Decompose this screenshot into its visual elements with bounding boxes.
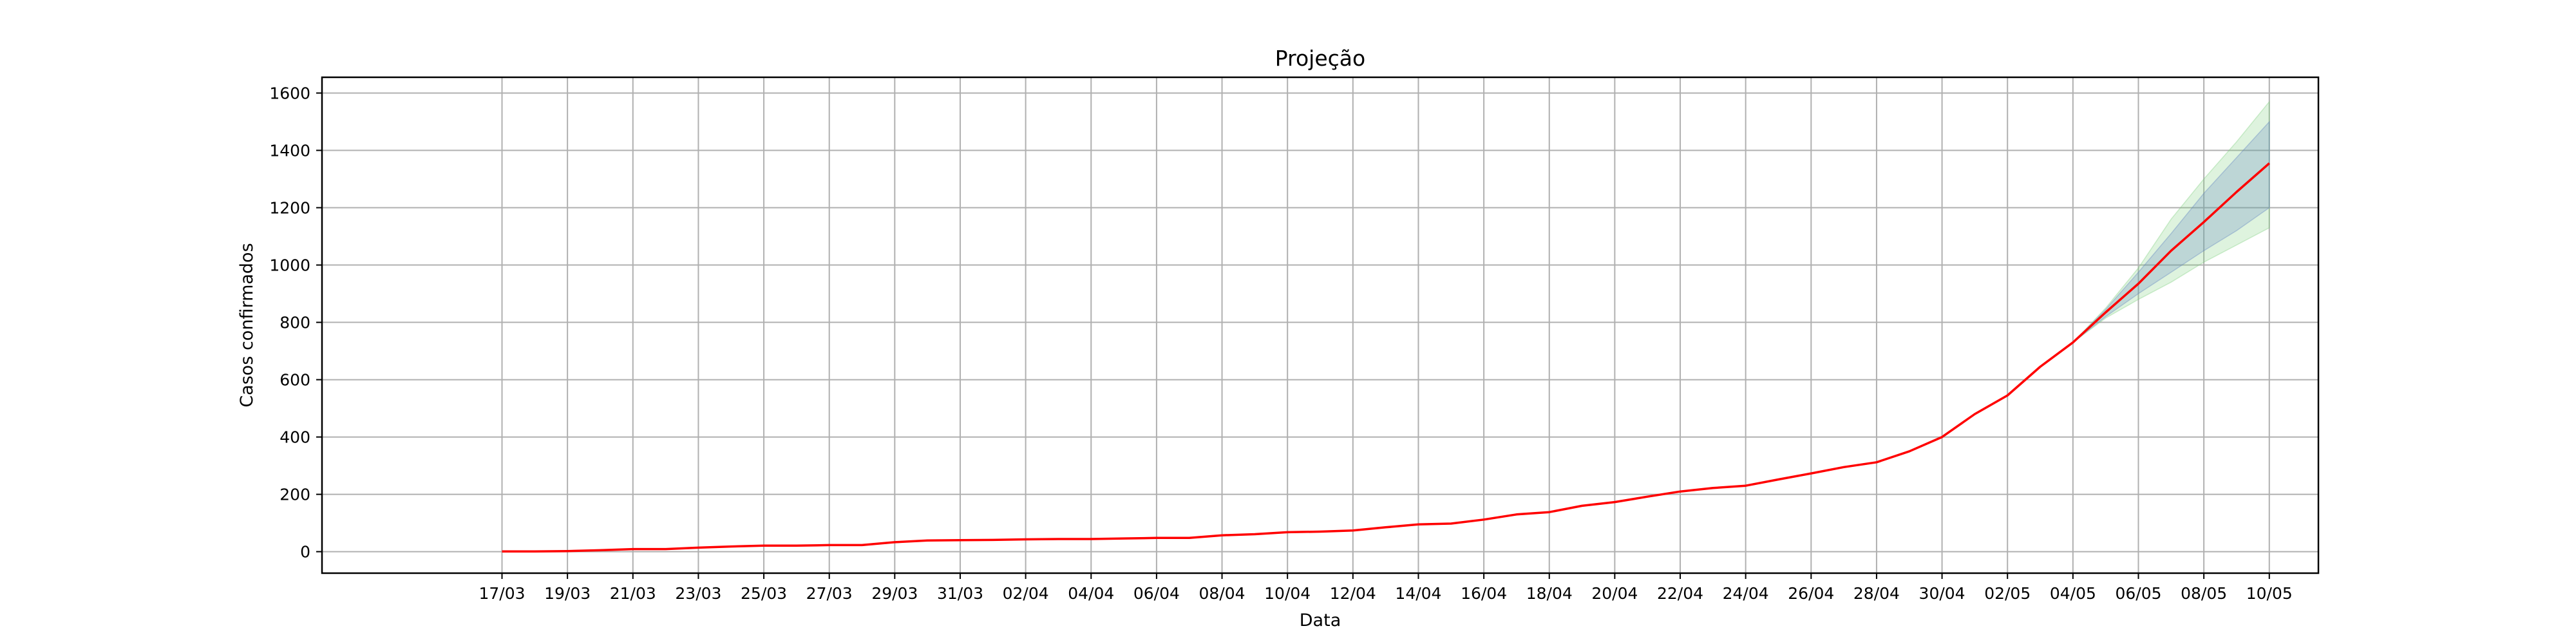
confidence-bands bbox=[2072, 100, 2270, 343]
x-tick-label: 18/04 bbox=[1526, 584, 1573, 603]
x-tick-label: 06/05 bbox=[2115, 584, 2161, 603]
y-axis-label: Casos confirmados bbox=[237, 243, 257, 407]
x-tick-label: 06/04 bbox=[1133, 584, 1180, 603]
y-tick-label: 1000 bbox=[269, 256, 310, 275]
x-tick-label: 21/03 bbox=[610, 584, 656, 603]
x-tick-label: 04/05 bbox=[2050, 584, 2096, 603]
x-tick-label: 17/03 bbox=[478, 584, 525, 603]
x-tick-label: 02/04 bbox=[1003, 584, 1049, 603]
plot-frame bbox=[321, 76, 2320, 574]
x-tick-label: 22/04 bbox=[1657, 584, 1703, 603]
x-tick-label: 04/04 bbox=[1068, 584, 1114, 603]
x-tick-label: 19/03 bbox=[544, 584, 591, 603]
y-tick-label: 400 bbox=[279, 428, 310, 447]
x-tick-label: 12/04 bbox=[1330, 584, 1376, 603]
x-tick-label: 26/04 bbox=[1788, 584, 1834, 603]
x-tick-label: 28/04 bbox=[1853, 584, 1900, 603]
y-tick-label: 1400 bbox=[269, 141, 310, 160]
x-tick-label: 29/03 bbox=[871, 584, 918, 603]
x-tick-label: 24/04 bbox=[1723, 584, 1769, 603]
y-tick-label: 1600 bbox=[269, 84, 310, 102]
x-tick-label: 08/05 bbox=[2181, 584, 2227, 603]
x-tick-label: 14/04 bbox=[1395, 584, 1441, 603]
x-tick-label: 10/04 bbox=[1264, 584, 1311, 603]
x-tick-label: 10/05 bbox=[2246, 584, 2293, 603]
x-tick-label: 20/04 bbox=[1591, 584, 1638, 603]
y-tick-label: 0 bbox=[300, 543, 310, 562]
gridlines bbox=[322, 77, 2318, 573]
y-tick-label: 800 bbox=[279, 314, 310, 332]
x-tick-label: 08/04 bbox=[1199, 584, 1245, 603]
x-axis-label: Data bbox=[1300, 611, 1341, 630]
y-tick-label: 1200 bbox=[269, 199, 310, 218]
series-line-confirmed-cases bbox=[502, 162, 2270, 553]
x-tick-label: 31/03 bbox=[937, 584, 983, 603]
x-tick-label: 27/03 bbox=[806, 584, 853, 603]
x-tick-label: 30/04 bbox=[1919, 584, 1965, 603]
x-tick-label: 23/03 bbox=[675, 584, 721, 603]
chart-title: Projeção bbox=[1275, 46, 1365, 71]
y-axis-ticks: 0 200 400 600 800 1000 1200 1400 1600 bbox=[269, 84, 322, 562]
series-lines bbox=[502, 162, 2270, 553]
y-tick-label: 600 bbox=[279, 371, 310, 390]
x-tick-label: 02/05 bbox=[1984, 584, 2031, 603]
x-axis-ticks: 17/03 19/03 21/03 23/03 25/03 27/03 29/03 31/03… bbox=[478, 573, 2293, 603]
x-tick-label: 25/03 bbox=[741, 584, 787, 603]
y-tick-label: 200 bbox=[279, 486, 310, 504]
x-tick-label: 16/04 bbox=[1461, 584, 1507, 603]
